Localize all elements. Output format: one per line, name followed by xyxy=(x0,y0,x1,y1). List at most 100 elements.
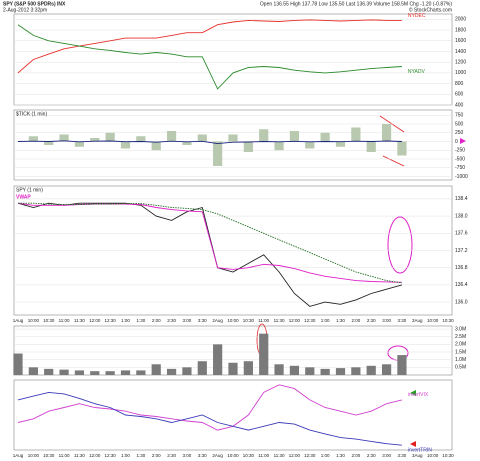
bar xyxy=(182,141,192,145)
bar xyxy=(259,333,269,375)
bar xyxy=(90,138,100,142)
line-series xyxy=(17,140,402,145)
x-tick-label: 10:00 xyxy=(28,453,40,458)
bar xyxy=(105,371,115,375)
y-tick-label: -750 xyxy=(455,165,465,171)
bar xyxy=(243,141,253,152)
bar xyxy=(13,353,23,375)
x-tick-label: 3:00 xyxy=(382,318,391,323)
line-series xyxy=(17,19,402,74)
y-tick-label: 136.0 xyxy=(455,299,468,305)
bar xyxy=(381,124,392,142)
x-tick-label: 1:30 xyxy=(336,318,345,323)
line-series xyxy=(17,24,402,90)
x-tick-label: 2:00 xyxy=(351,453,360,458)
x-tick-label: 2:00 xyxy=(351,318,360,323)
panel xyxy=(13,325,453,376)
x-tick-label: 11:00 xyxy=(59,453,70,458)
series-label: NYADV xyxy=(408,69,426,75)
y-tick-label: 600 xyxy=(455,92,464,98)
bar xyxy=(44,368,54,375)
x-tick-label: 2:30 xyxy=(167,453,176,458)
bar xyxy=(381,364,392,375)
x-tick-label: 11:00 xyxy=(258,318,269,323)
x-tick-label: 3:30 xyxy=(398,318,407,323)
y-tick-label: 750 xyxy=(455,113,464,119)
bar xyxy=(151,364,161,375)
quote: Open 136.55 High 137.78 Low 135.50 Last … xyxy=(260,1,452,7)
x-tick-label: 3:00 xyxy=(183,453,192,458)
x-tick-label: 1Aug xyxy=(13,318,24,323)
x-tick-label: 2Aug xyxy=(212,453,223,458)
bar xyxy=(320,132,330,142)
bar xyxy=(120,370,131,375)
bar xyxy=(182,367,192,375)
bar xyxy=(151,141,161,151)
x-tick-label: 10:00 xyxy=(227,318,239,323)
y-tick-label: 138.0 xyxy=(455,213,468,219)
bar xyxy=(320,368,330,375)
y-tick-label: -250 xyxy=(455,148,465,154)
x-tick-label: 12:30 xyxy=(304,318,316,323)
y-tick-label: 500 xyxy=(455,121,464,127)
y-tick-label: 2000 xyxy=(455,17,466,23)
y-tick-label: 1200 xyxy=(455,60,466,66)
x-tick-label: 1:30 xyxy=(136,318,145,323)
y-tick-label: 138.4 xyxy=(455,196,468,202)
x-tick-label: 1:00 xyxy=(321,318,330,323)
callout-line xyxy=(382,155,405,167)
x-tick-label: 10:30 xyxy=(442,453,454,458)
bar xyxy=(289,365,300,375)
bar xyxy=(136,136,146,142)
annotation: VWAP xyxy=(16,194,31,200)
y-tick-label: 400 xyxy=(455,102,464,108)
y-tick-label: 1000 xyxy=(455,70,466,76)
y-tick-label: 1600 xyxy=(455,38,466,44)
y-tick-label: 250 xyxy=(455,130,464,136)
x-tick-label: 12:30 xyxy=(304,453,316,458)
callout-ellipse xyxy=(387,216,413,274)
x-tick-label: 11:30 xyxy=(74,453,85,458)
x-tick-label: 12:00 xyxy=(89,318,101,323)
y-tick-label: 1.0M xyxy=(455,357,466,363)
bar xyxy=(351,127,361,142)
y-tick-label: 0.5M xyxy=(455,365,466,371)
chart-title: SPY (S&P 500 SPDRs) INX xyxy=(3,1,66,7)
y-tick-label: -500 xyxy=(455,156,465,162)
bar xyxy=(228,362,238,375)
x-tick-label: 2:30 xyxy=(367,318,376,323)
y-tick-label: 1800 xyxy=(455,27,466,33)
bar xyxy=(274,141,284,151)
x-tick-label: 10:00 xyxy=(227,453,239,458)
x-tick-label: 3Aug xyxy=(412,318,423,323)
bar xyxy=(228,134,238,142)
arrow xyxy=(460,138,466,144)
panel xyxy=(13,109,453,181)
line-series xyxy=(17,391,402,446)
bar xyxy=(28,136,38,142)
x-tick-label: 10:30 xyxy=(243,318,255,323)
bar xyxy=(213,141,223,166)
x-tick-label: 10:30 xyxy=(243,453,255,458)
bar xyxy=(259,129,269,142)
chart-subtitle: 2-Aug-2012 3:32pm xyxy=(3,7,47,13)
bar xyxy=(59,369,69,375)
bar xyxy=(274,364,284,375)
x-tick-label: 10:00 xyxy=(427,453,439,458)
x-tick-label: 12:30 xyxy=(105,318,117,323)
x-tick-label: 11:30 xyxy=(74,318,85,323)
y-tick-label: 2.0M xyxy=(455,342,466,348)
bar xyxy=(59,134,69,142)
series-label: invertVIX xyxy=(408,392,429,398)
y-tick-label: 800 xyxy=(455,81,464,87)
x-tick-label: 3:00 xyxy=(382,453,391,458)
bar xyxy=(74,370,85,375)
bar xyxy=(44,141,54,145)
bar xyxy=(213,344,223,375)
x-tick-label: 2:30 xyxy=(167,318,176,323)
x-tick-label: 1:30 xyxy=(136,453,145,458)
x-tick-label: 3:30 xyxy=(198,453,207,458)
x-tick-label: 1:00 xyxy=(321,453,330,458)
y-tick-label: 0 xyxy=(455,139,458,145)
